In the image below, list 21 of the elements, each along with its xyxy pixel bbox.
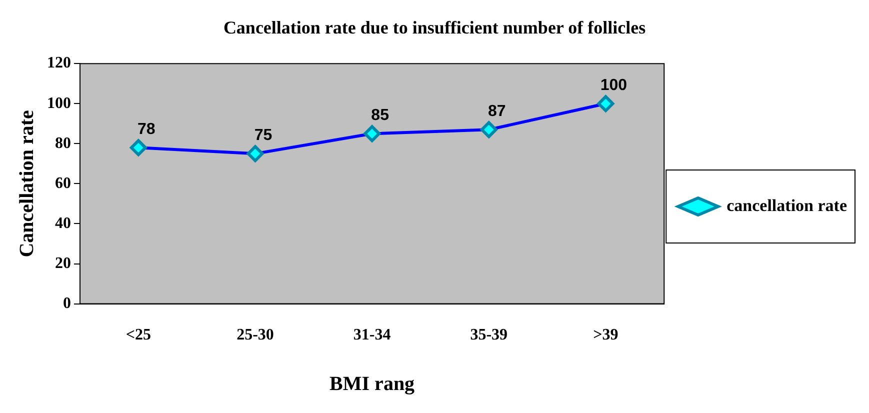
- data-label: 75: [254, 127, 272, 144]
- x-tick-label: >39: [593, 326, 618, 344]
- y-tick-label: 120: [47, 54, 71, 72]
- data-label: 100: [600, 77, 628, 94]
- x-tick-label: 31-34: [353, 326, 391, 344]
- y-tick-label: 60: [55, 174, 71, 192]
- data-label: 87: [488, 103, 506, 120]
- x-axis-title: BMI rang: [330, 373, 415, 396]
- y-tick-label: 40: [55, 214, 71, 232]
- y-tick-label: 80: [55, 134, 71, 152]
- y-tick-label: 100: [47, 94, 71, 112]
- y-tick-label: 0: [63, 294, 71, 312]
- y-tick-label: 20: [55, 254, 71, 272]
- chart-title: Cancellation rate due to insufficient number of follicles: [223, 17, 646, 38]
- y-axis-title: Cancellation rate: [16, 110, 38, 258]
- x-tick-label: 35-39: [470, 326, 508, 344]
- data-label: 85: [371, 107, 390, 124]
- x-tick-label: <25: [126, 326, 151, 344]
- data-label: 78: [138, 121, 156, 138]
- x-tick-label: 25-30: [236, 326, 274, 344]
- legend-label: cancellation rate: [726, 196, 848, 215]
